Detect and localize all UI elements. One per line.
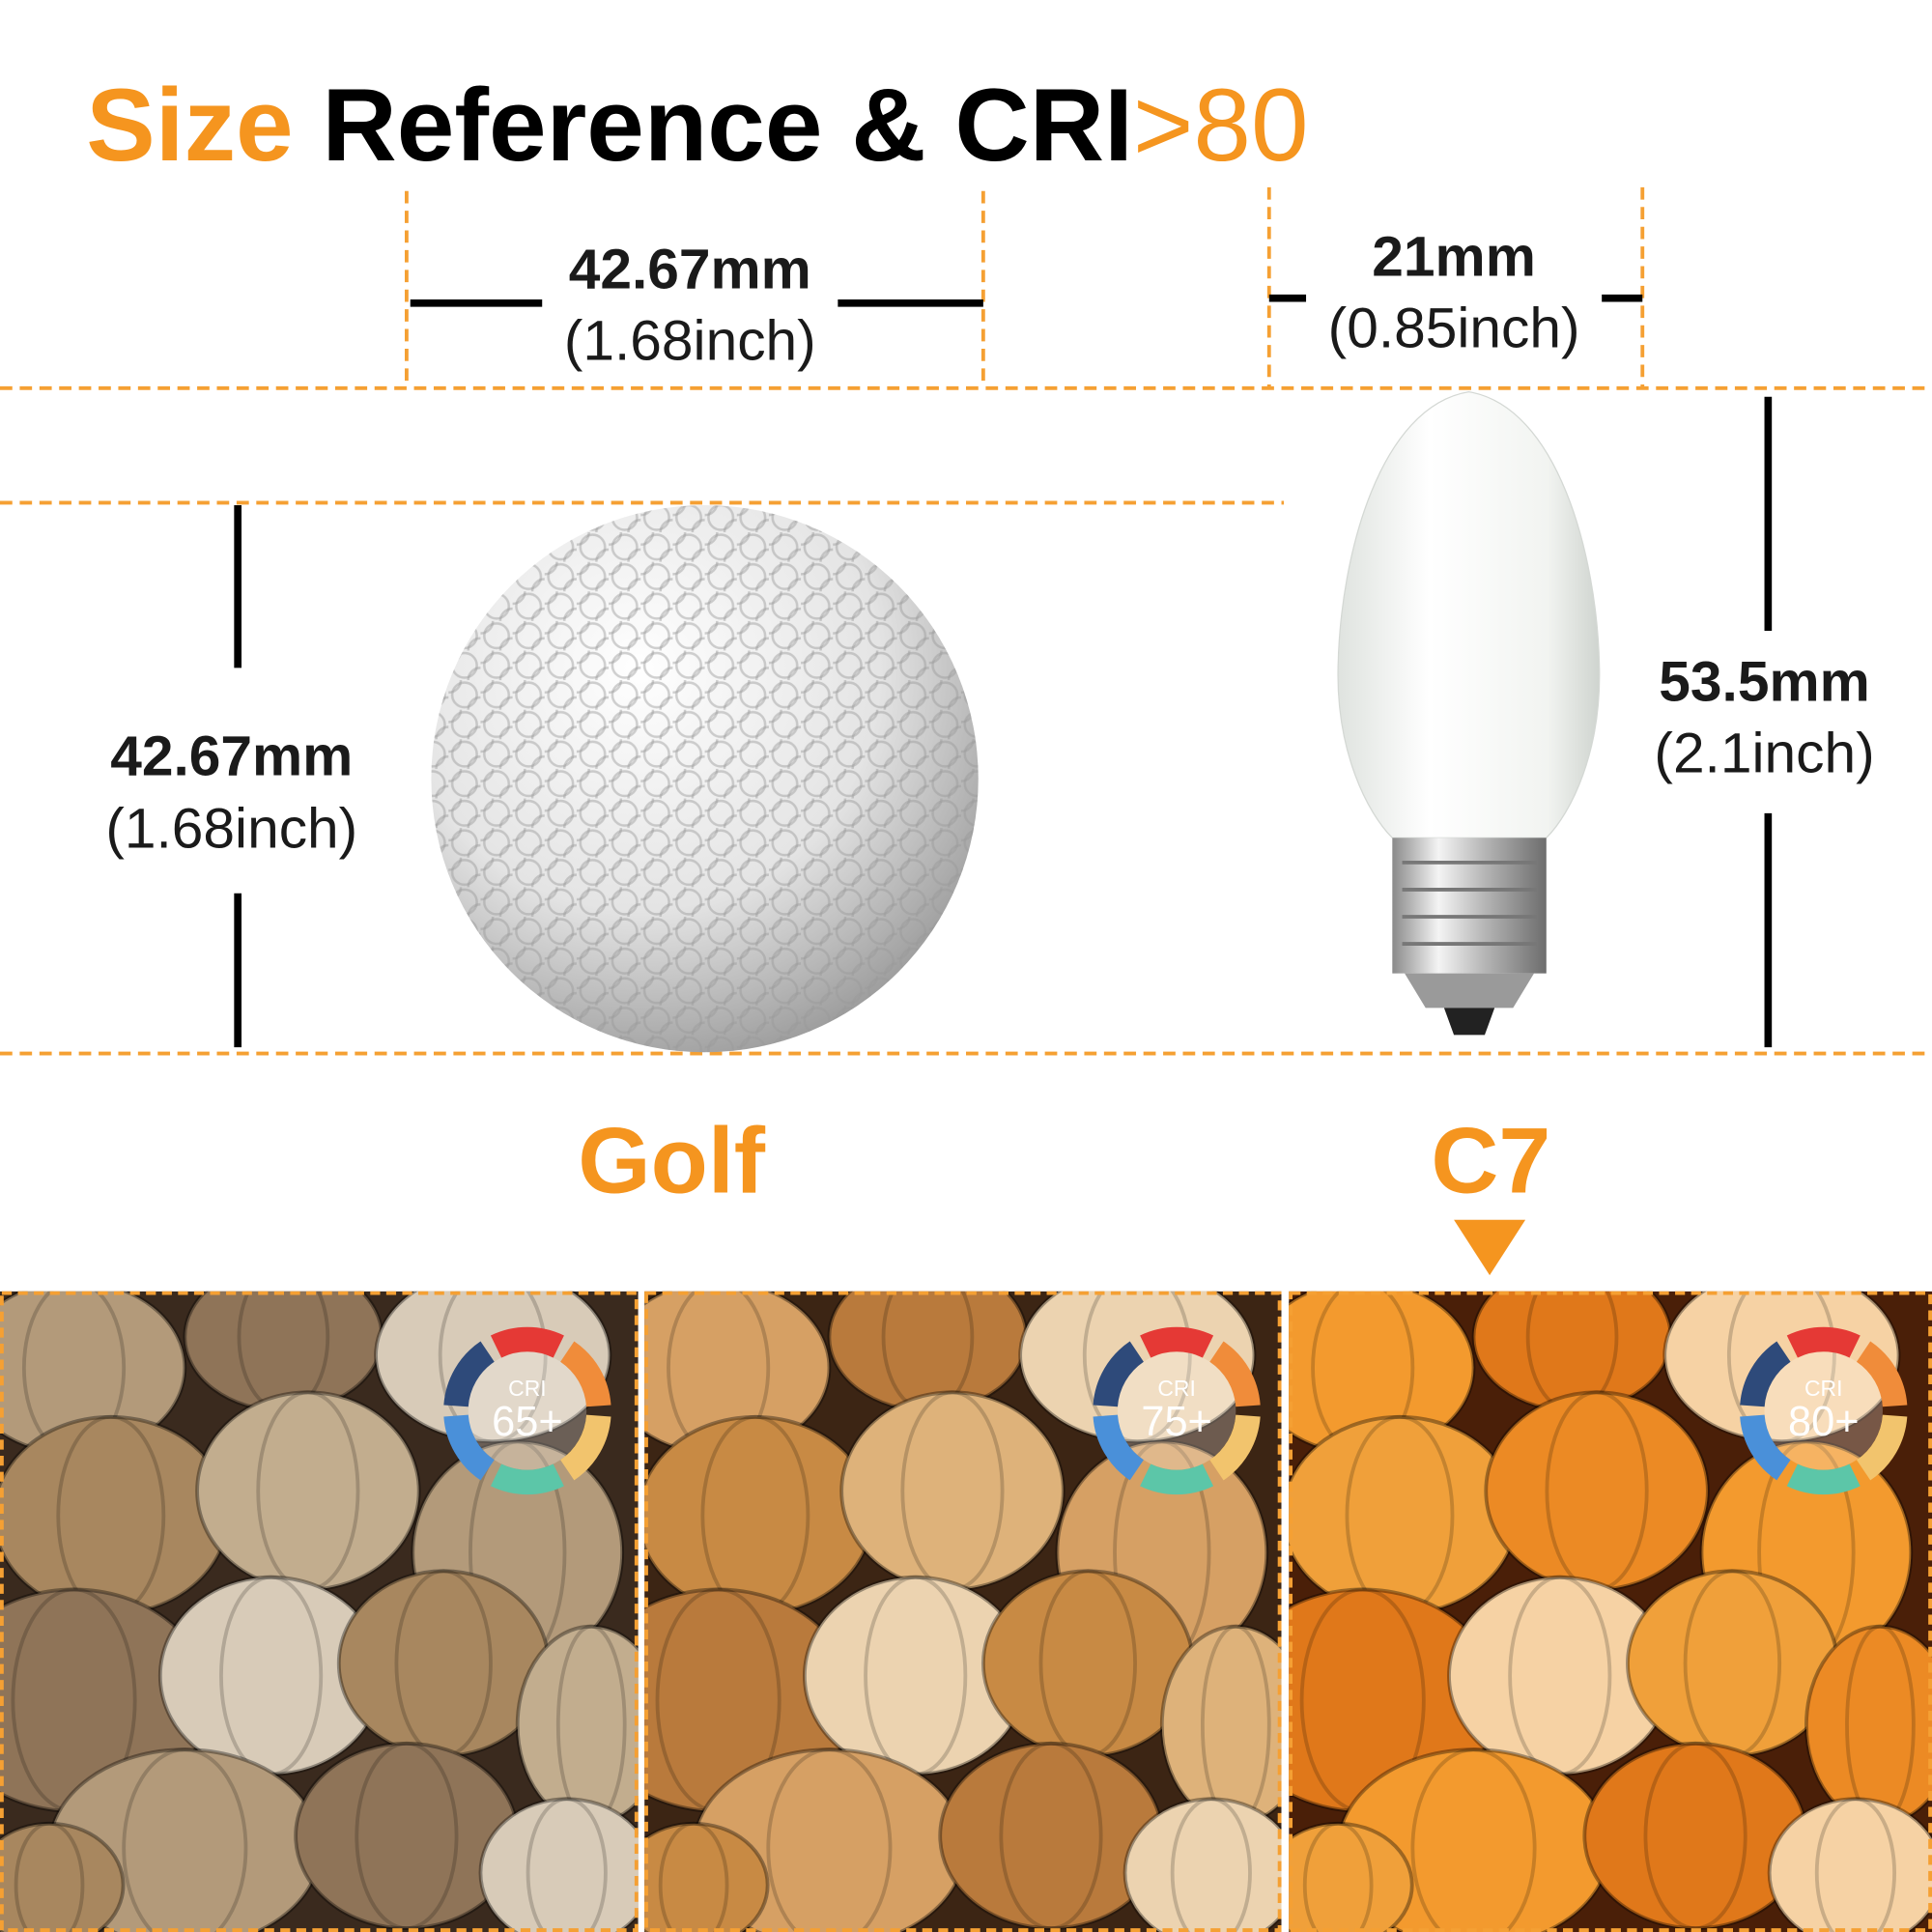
c7-bulb [1337, 390, 1601, 1036]
title: Size Reference & CRI>80 [86, 67, 1308, 183]
badge-segment [1740, 1414, 1791, 1481]
golf-height-mm: 42.67mm [110, 724, 353, 787]
bulb-width-inch: (0.85inch) [1328, 298, 1580, 360]
pumpkin [0, 1414, 230, 1616]
pumpkin [0, 1821, 126, 1932]
badge-segment [1856, 1341, 1908, 1407]
badge-value: 65+ [492, 1399, 563, 1445]
pumpkin [644, 1414, 874, 1616]
pumpkin [374, 1291, 612, 1444]
badge-value: 80+ [1788, 1399, 1860, 1445]
bulb-width-mm: 21mm [1372, 226, 1536, 289]
badge-segment [490, 1463, 564, 1495]
pumpkin-rib [1814, 1797, 1896, 1932]
title-main: Reference & CRI [322, 67, 1132, 183]
pumpkin [294, 1741, 520, 1931]
badge-segment [1140, 1326, 1214, 1358]
badge-bg [1117, 1351, 1236, 1470]
pumpkin-rib [1726, 1291, 1836, 1444]
pumpkin [644, 1821, 770, 1932]
panel-border [0, 1291, 639, 1932]
badge-value: 75+ [1141, 1399, 1212, 1445]
pumpkin [478, 1797, 639, 1932]
pumpkin-rib [1170, 1797, 1252, 1932]
pumpkin [1289, 1414, 1520, 1616]
bulb-height-mm: 53.5mm [1659, 651, 1869, 714]
badge-segment [559, 1341, 611, 1407]
panel-border [644, 1291, 1282, 1932]
pumpkin [1767, 1797, 1932, 1932]
badge-segment [1786, 1463, 1861, 1495]
golf-height-inch: (1.68inch) [105, 798, 357, 861]
pumpkin [1582, 1741, 1808, 1931]
badge-segment [559, 1414, 611, 1481]
pumpkin [1471, 1291, 1673, 1413]
title-accent: >80 [1133, 67, 1309, 183]
pointer-arrow [1454, 1219, 1526, 1276]
pumpkin [183, 1291, 384, 1413]
pumpkin-rib [658, 1821, 729, 1932]
badge-segment [1140, 1463, 1214, 1495]
pumpkin-rib [14, 1821, 85, 1932]
badge-segment [1786, 1326, 1861, 1358]
badge-bg [468, 1351, 587, 1470]
pumpkin [1289, 1821, 1414, 1932]
badge-segment [1208, 1414, 1261, 1481]
badge-segment [1856, 1414, 1908, 1481]
pumpkin-rib [355, 1741, 459, 1931]
badge-segment [1208, 1341, 1261, 1407]
golf-width-mm: 42.67mm [569, 238, 811, 300]
pumpkin [515, 1624, 639, 1826]
pumpkin [1159, 1624, 1282, 1826]
panel-photo [1289, 1291, 1932, 1932]
pumpkin [1484, 1390, 1710, 1592]
bulb-height-inch: (2.1inch) [1654, 723, 1874, 785]
guides [0, 186, 1932, 1056]
badge-label: CRI [1157, 1376, 1196, 1401]
pumpkin-rib [766, 1747, 893, 1932]
panel-photo [644, 1291, 1282, 1932]
pumpkin-rib [1082, 1291, 1192, 1444]
pumpkin-rib [1410, 1747, 1537, 1932]
pumpkin-rib [1302, 1821, 1374, 1932]
pumpkin [827, 1291, 1029, 1413]
golf-width-inch: (1.68inch) [564, 309, 816, 372]
panel-photo [0, 1291, 639, 1932]
badge-bg [1764, 1351, 1883, 1470]
badge-label: CRI [508, 1376, 547, 1401]
badge-segment [1740, 1341, 1791, 1407]
badge-segment [490, 1326, 564, 1358]
pumpkin-rib [122, 1747, 248, 1932]
pumpkin [1122, 1797, 1282, 1932]
bulb-label: C7 [1431, 1108, 1550, 1213]
badge-segment [443, 1414, 496, 1481]
badge-segment [1093, 1341, 1145, 1407]
badge-label: CRI [1804, 1376, 1843, 1401]
pumpkin [938, 1741, 1164, 1931]
title-highlight: Size [86, 67, 293, 183]
pumpkin [195, 1390, 421, 1592]
pumpkin-rib [526, 1797, 608, 1932]
badge-segment [443, 1341, 496, 1407]
pumpkin-rib [438, 1291, 548, 1444]
pumpkin [839, 1390, 1065, 1592]
golf-ball [431, 504, 979, 1053]
panel-border [1289, 1291, 1932, 1932]
badge-segment [1093, 1414, 1145, 1481]
golf-label: Golf [578, 1108, 766, 1213]
